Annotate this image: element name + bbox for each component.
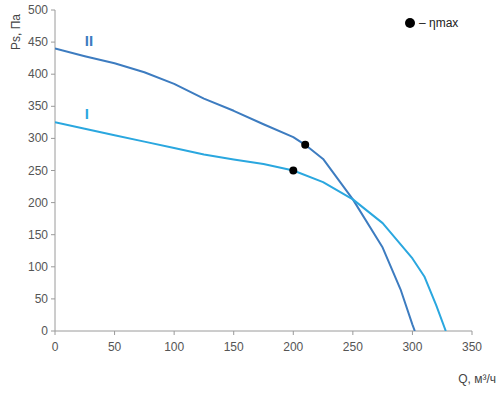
y-tick-label: 400 [28, 67, 48, 81]
y-tick [51, 74, 55, 75]
x-tick-label: 150 [224, 340, 244, 354]
y-axis-label: Ps, Па [9, 14, 23, 50]
x-tick [352, 331, 353, 335]
x-tick-label: 200 [283, 340, 303, 354]
x-tick [233, 331, 234, 335]
series-line [55, 122, 446, 331]
y-tick [51, 202, 55, 203]
x-tick [293, 331, 294, 335]
x-tick [174, 331, 175, 335]
x-tick-label: 0 [52, 340, 59, 354]
y-tick-label: 450 [28, 35, 48, 49]
series-label: II [85, 32, 93, 49]
eta-max-point [301, 141, 309, 149]
y-tick [51, 234, 55, 235]
x-tick [55, 331, 56, 335]
series-line [55, 49, 415, 331]
y-tick-label: 100 [28, 260, 48, 274]
x-tick-label: 100 [164, 340, 184, 354]
y-tick-label: 500 [28, 3, 48, 17]
y-tick-label: 350 [28, 99, 48, 113]
x-tick-label: 300 [402, 340, 422, 354]
chart: 0 50 100 150 200 250 300 350 400 450 500 0 50 100 150 2… [0, 0, 500, 393]
y-tick-label: 200 [28, 196, 48, 210]
x-axis-label: Q, м³/ч [458, 372, 496, 386]
x-tick-label: 350 [462, 340, 482, 354]
y-tick [51, 138, 55, 139]
y-tick [51, 170, 55, 171]
x-tick [472, 331, 473, 335]
x-tick-label: 50 [108, 340, 122, 354]
y-tick [51, 106, 55, 107]
y-tick-label: 50 [35, 292, 49, 306]
y-tick [51, 331, 55, 332]
legend-marker [405, 18, 415, 28]
series-label: I [85, 105, 89, 122]
x-axis [55, 331, 472, 332]
y-tick-label: 0 [41, 324, 48, 338]
plot-marks [55, 49, 446, 331]
legend-label: – ηmax [419, 16, 458, 30]
y-tick-label: 300 [28, 131, 48, 145]
y-tick-label: 250 [28, 164, 48, 178]
y-tick-label: 150 [28, 228, 48, 242]
x-tick-label: 250 [343, 340, 363, 354]
eta-max-point [289, 167, 297, 175]
x-tick [114, 331, 115, 335]
x-tick [412, 331, 413, 335]
y-tick [51, 10, 55, 11]
y-tick [51, 266, 55, 267]
y-tick [51, 42, 55, 43]
y-tick [51, 298, 55, 299]
